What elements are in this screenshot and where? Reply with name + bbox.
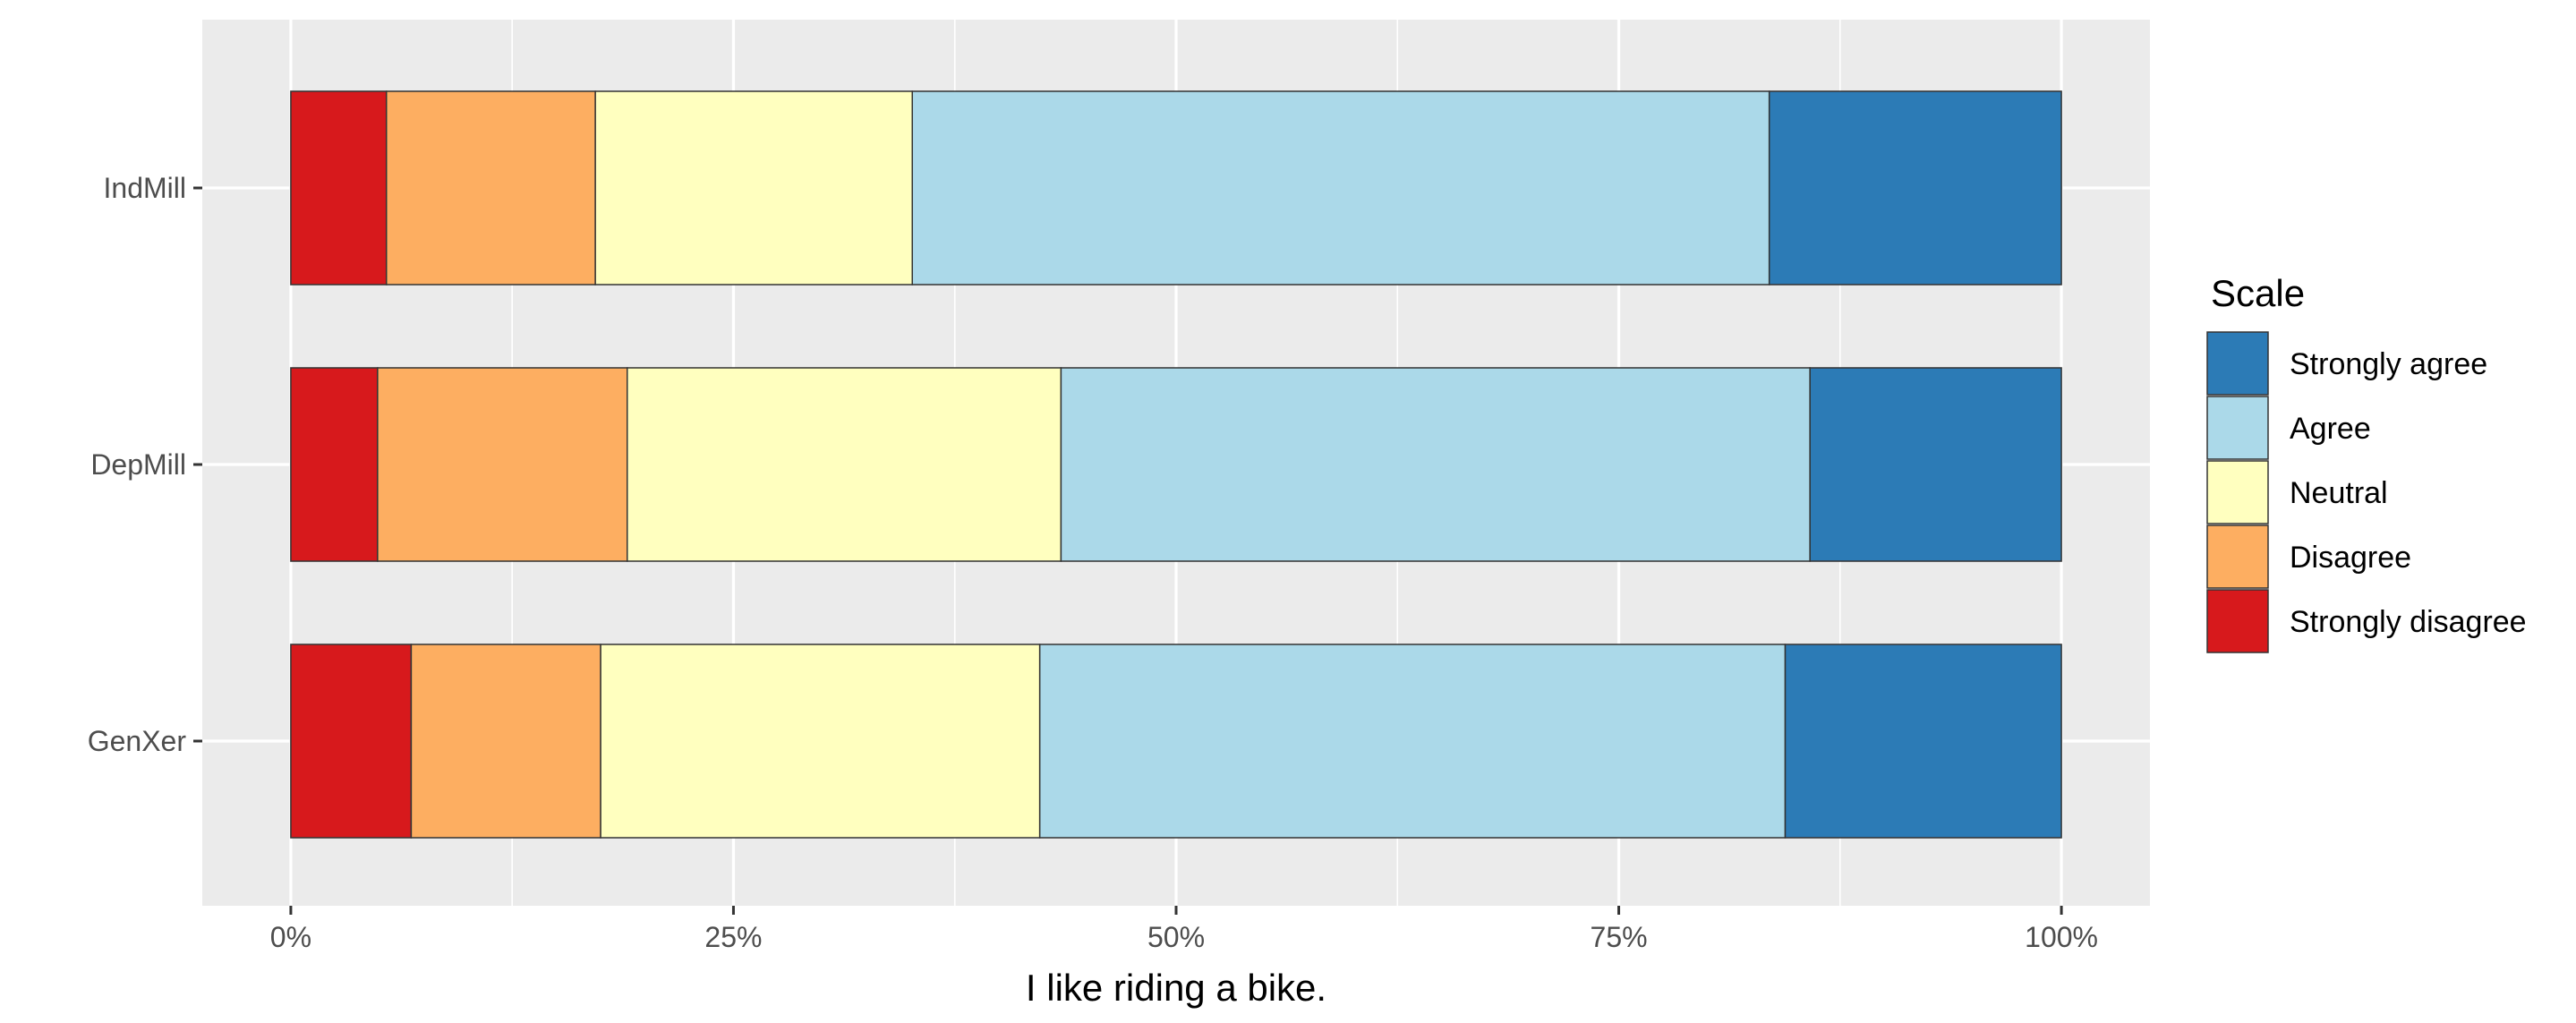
bar-segment (627, 367, 1062, 562)
y-tick-label: GenXer (88, 725, 187, 757)
x-axis-title: I like riding a bike. (1026, 967, 1326, 1009)
legend-key (2206, 396, 2269, 460)
bar-segment (1038, 644, 1787, 839)
x-tick-label: 0% (270, 921, 311, 953)
legend-key (2206, 589, 2269, 653)
legend-label: Agree (2290, 412, 2371, 446)
bar-segment (594, 90, 914, 286)
x-tick-label: 25% (704, 921, 762, 953)
legend-label: Disagree (2290, 541, 2411, 575)
bar-segment (290, 644, 413, 839)
bar-segment (911, 90, 1770, 286)
x-tick-label: 100% (2025, 921, 2098, 953)
bar-segment (385, 90, 596, 286)
bar-segment (1768, 90, 2062, 286)
bar-segment (1784, 644, 2062, 839)
legend-key (2206, 460, 2269, 524)
bar-segment (377, 367, 628, 562)
legend-title: Scale (2211, 272, 2305, 314)
bar-segment (290, 367, 379, 562)
legend-label: Neutral (2290, 476, 2388, 510)
bar-segment (1060, 367, 1811, 562)
x-axis: 0% 25% 50% 75% 100% (270, 906, 2098, 953)
bar-segment (600, 644, 1041, 839)
legend-label: Strongly disagree (2290, 605, 2527, 639)
legend: Scale Strongly agree Agree Neutral Disagree… (2206, 272, 2527, 653)
x-tick-label: 75% (1591, 921, 1648, 953)
bar-segment (410, 644, 601, 839)
bar-segment (1809, 367, 2062, 562)
bars (290, 90, 2062, 839)
legend-key (2206, 331, 2269, 396)
y-tick-label: DepMill (90, 448, 186, 481)
legend-key (2206, 524, 2269, 589)
legend-label: Strongly agree (2290, 347, 2487, 381)
y-tick-label: IndMill (104, 172, 186, 204)
x-tick-label: 50% (1147, 921, 1205, 953)
bar-segment (290, 90, 388, 286)
y-axis: IndMill DepMill GenXer (88, 172, 202, 757)
